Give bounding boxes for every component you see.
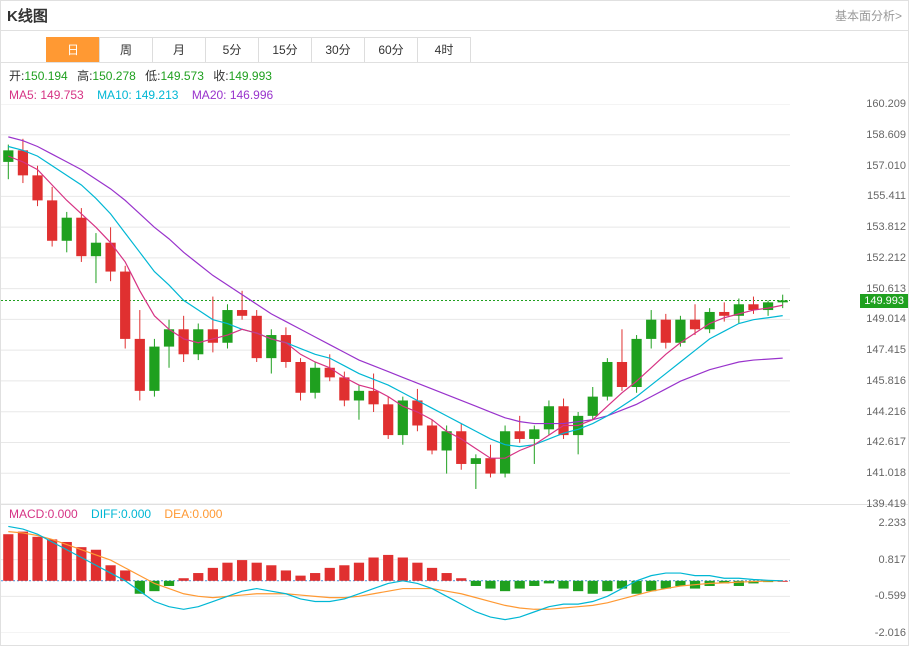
tab-日[interactable]: 日 bbox=[46, 37, 100, 62]
kline-panel: K线图 基本面分析> 日周月5分15分30分60分4时 开:150.194 高:… bbox=[0, 0, 909, 646]
high-label: 高: bbox=[77, 69, 92, 83]
ma5: MA5: 149.753 bbox=[9, 88, 84, 102]
macd-row: MACD:0.000 DIFF:0.000 DEA:0.000 bbox=[1, 504, 908, 523]
timeframe-tabs: 日周月5分15分30分60分4时 bbox=[1, 31, 908, 63]
page-title: K线图 bbox=[7, 5, 48, 26]
tab-月[interactable]: 月 bbox=[152, 37, 206, 62]
close-label: 收: bbox=[213, 69, 228, 83]
ma10: MA10: 149.213 bbox=[97, 88, 178, 102]
tab-5分[interactable]: 5分 bbox=[205, 37, 259, 62]
tab-15分[interactable]: 15分 bbox=[258, 37, 312, 62]
ma20: MA20: 146.996 bbox=[192, 88, 273, 102]
macd-chart[interactable]: 2.2330.817-0.599-2.016 bbox=[1, 523, 908, 633]
close-value: 149.993 bbox=[229, 69, 272, 83]
diff: DIFF:0.000 bbox=[91, 507, 151, 521]
candlestick-chart[interactable]: 160.209158.609157.010155.411153.812152.2… bbox=[1, 104, 908, 504]
tab-60分[interactable]: 60分 bbox=[364, 37, 418, 62]
tab-周[interactable]: 周 bbox=[99, 37, 153, 62]
tab-30分[interactable]: 30分 bbox=[311, 37, 365, 62]
low-label: 低: bbox=[145, 69, 160, 83]
macd: MACD:0.000 bbox=[9, 507, 78, 521]
panel-header: K线图 基本面分析> bbox=[1, 1, 908, 31]
high-value: 150.278 bbox=[92, 69, 135, 83]
fundamental-link[interactable]: 基本面分析> bbox=[835, 7, 902, 24]
ma-row: MA5: 149.753 MA10: 149.213 MA20: 146.996 bbox=[1, 88, 908, 104]
ohlc-row: 开:150.194 高:150.278 低:149.573 收:149.993 bbox=[1, 63, 908, 88]
open-value: 150.194 bbox=[24, 69, 67, 83]
tab-4时[interactable]: 4时 bbox=[417, 37, 471, 62]
low-value: 149.573 bbox=[161, 69, 204, 83]
open-label: 开: bbox=[9, 69, 24, 83]
dea: DEA:0.000 bbox=[164, 507, 222, 521]
